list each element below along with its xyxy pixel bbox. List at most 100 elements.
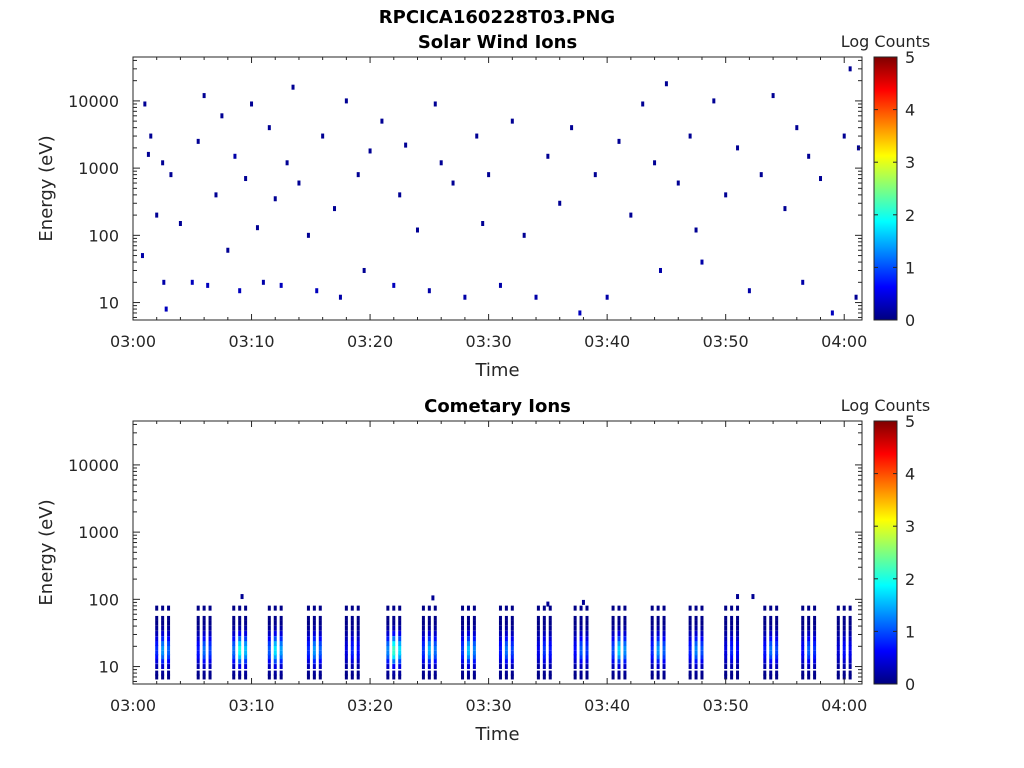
data-cell [775,636,779,642]
data-cell [356,631,360,637]
data-cell [466,641,470,647]
data-cell [344,650,348,656]
data-cell [318,631,322,637]
data-cell [700,645,704,651]
data-cell [548,658,552,664]
data-cell [273,670,277,676]
data-cell [202,674,206,680]
data-cell [536,625,540,631]
x-axis-label: Time [474,724,519,745]
data-cell [522,232,526,238]
data-cell [611,650,615,656]
data-cell [848,658,852,664]
colorbar-tick-label: 5 [905,412,915,431]
data-cell [724,670,728,676]
data-cell [167,620,171,626]
data-cell [267,631,271,637]
data-cell [763,670,767,676]
data-cell [724,631,728,637]
data-cell [662,615,666,621]
data-cell [623,625,627,631]
data-cell [392,674,396,680]
data-cell [504,674,508,680]
data-cell [579,670,583,676]
data-cell [650,654,654,660]
data-cell [617,645,621,651]
data-cell [244,620,248,626]
data-cell [244,664,248,670]
data-cell [662,645,666,651]
data-cell [461,631,465,637]
data-cell [650,625,654,631]
data-cell [427,670,431,676]
data-cell [623,645,627,651]
data-cell [842,133,846,139]
data-cell [605,294,609,300]
data-cell [161,645,165,651]
data-cell [466,631,470,637]
data-cell [807,674,811,680]
data-cell [344,670,348,676]
data-cell [801,631,805,637]
data-cell [724,620,728,626]
data-cell [306,658,310,664]
data-cell [466,658,470,664]
data-cell [813,664,817,670]
data-cell [730,674,734,680]
data-cell [736,641,740,647]
data-cell [807,670,811,676]
data-cell [466,674,470,680]
data-cell [466,620,470,626]
colorbar [874,421,897,684]
data-cell [279,641,283,647]
data-cell [267,625,271,631]
data-cell [356,654,360,660]
data-cell [542,658,546,664]
data-cell [167,625,171,631]
data-cell [573,631,577,637]
data-cell [356,670,360,676]
data-cell [208,605,212,611]
data-cell [611,636,615,642]
data-cell [161,664,165,670]
data-cell [167,674,171,680]
data-cell [461,641,465,647]
data-cell [611,654,615,660]
data-cell [842,641,846,647]
data-cell [763,674,767,680]
data-cell [196,645,200,651]
data-cell [155,605,159,611]
data-cell [466,664,470,670]
data-cell [143,101,147,107]
data-cell [386,645,390,651]
data-cell [688,605,692,611]
data-cell [279,645,283,651]
data-cell [807,664,811,670]
data-cell [807,625,811,631]
data-cell [267,658,271,664]
data-cell [573,645,577,651]
data-cell [662,670,666,676]
data-cell [167,636,171,642]
data-cell [801,658,805,664]
data-cell [579,650,583,656]
data-cell [155,631,159,637]
data-cell [579,620,583,626]
data-cell [611,658,615,664]
data-cell [730,654,734,660]
data-cell [244,636,248,642]
data-cell [472,645,476,651]
data-cell [461,670,465,676]
data-cell [662,605,666,611]
data-cell [623,620,627,626]
data-cell [196,674,200,680]
data-cell [579,645,583,651]
data-cell [807,153,811,159]
data-cell [813,670,817,676]
data-cell [244,605,248,611]
x-tick-label: 03:00 [110,332,156,351]
data-cell [504,645,508,651]
data-cell [504,605,508,611]
data-cell [510,625,514,631]
data-cell [427,615,431,621]
